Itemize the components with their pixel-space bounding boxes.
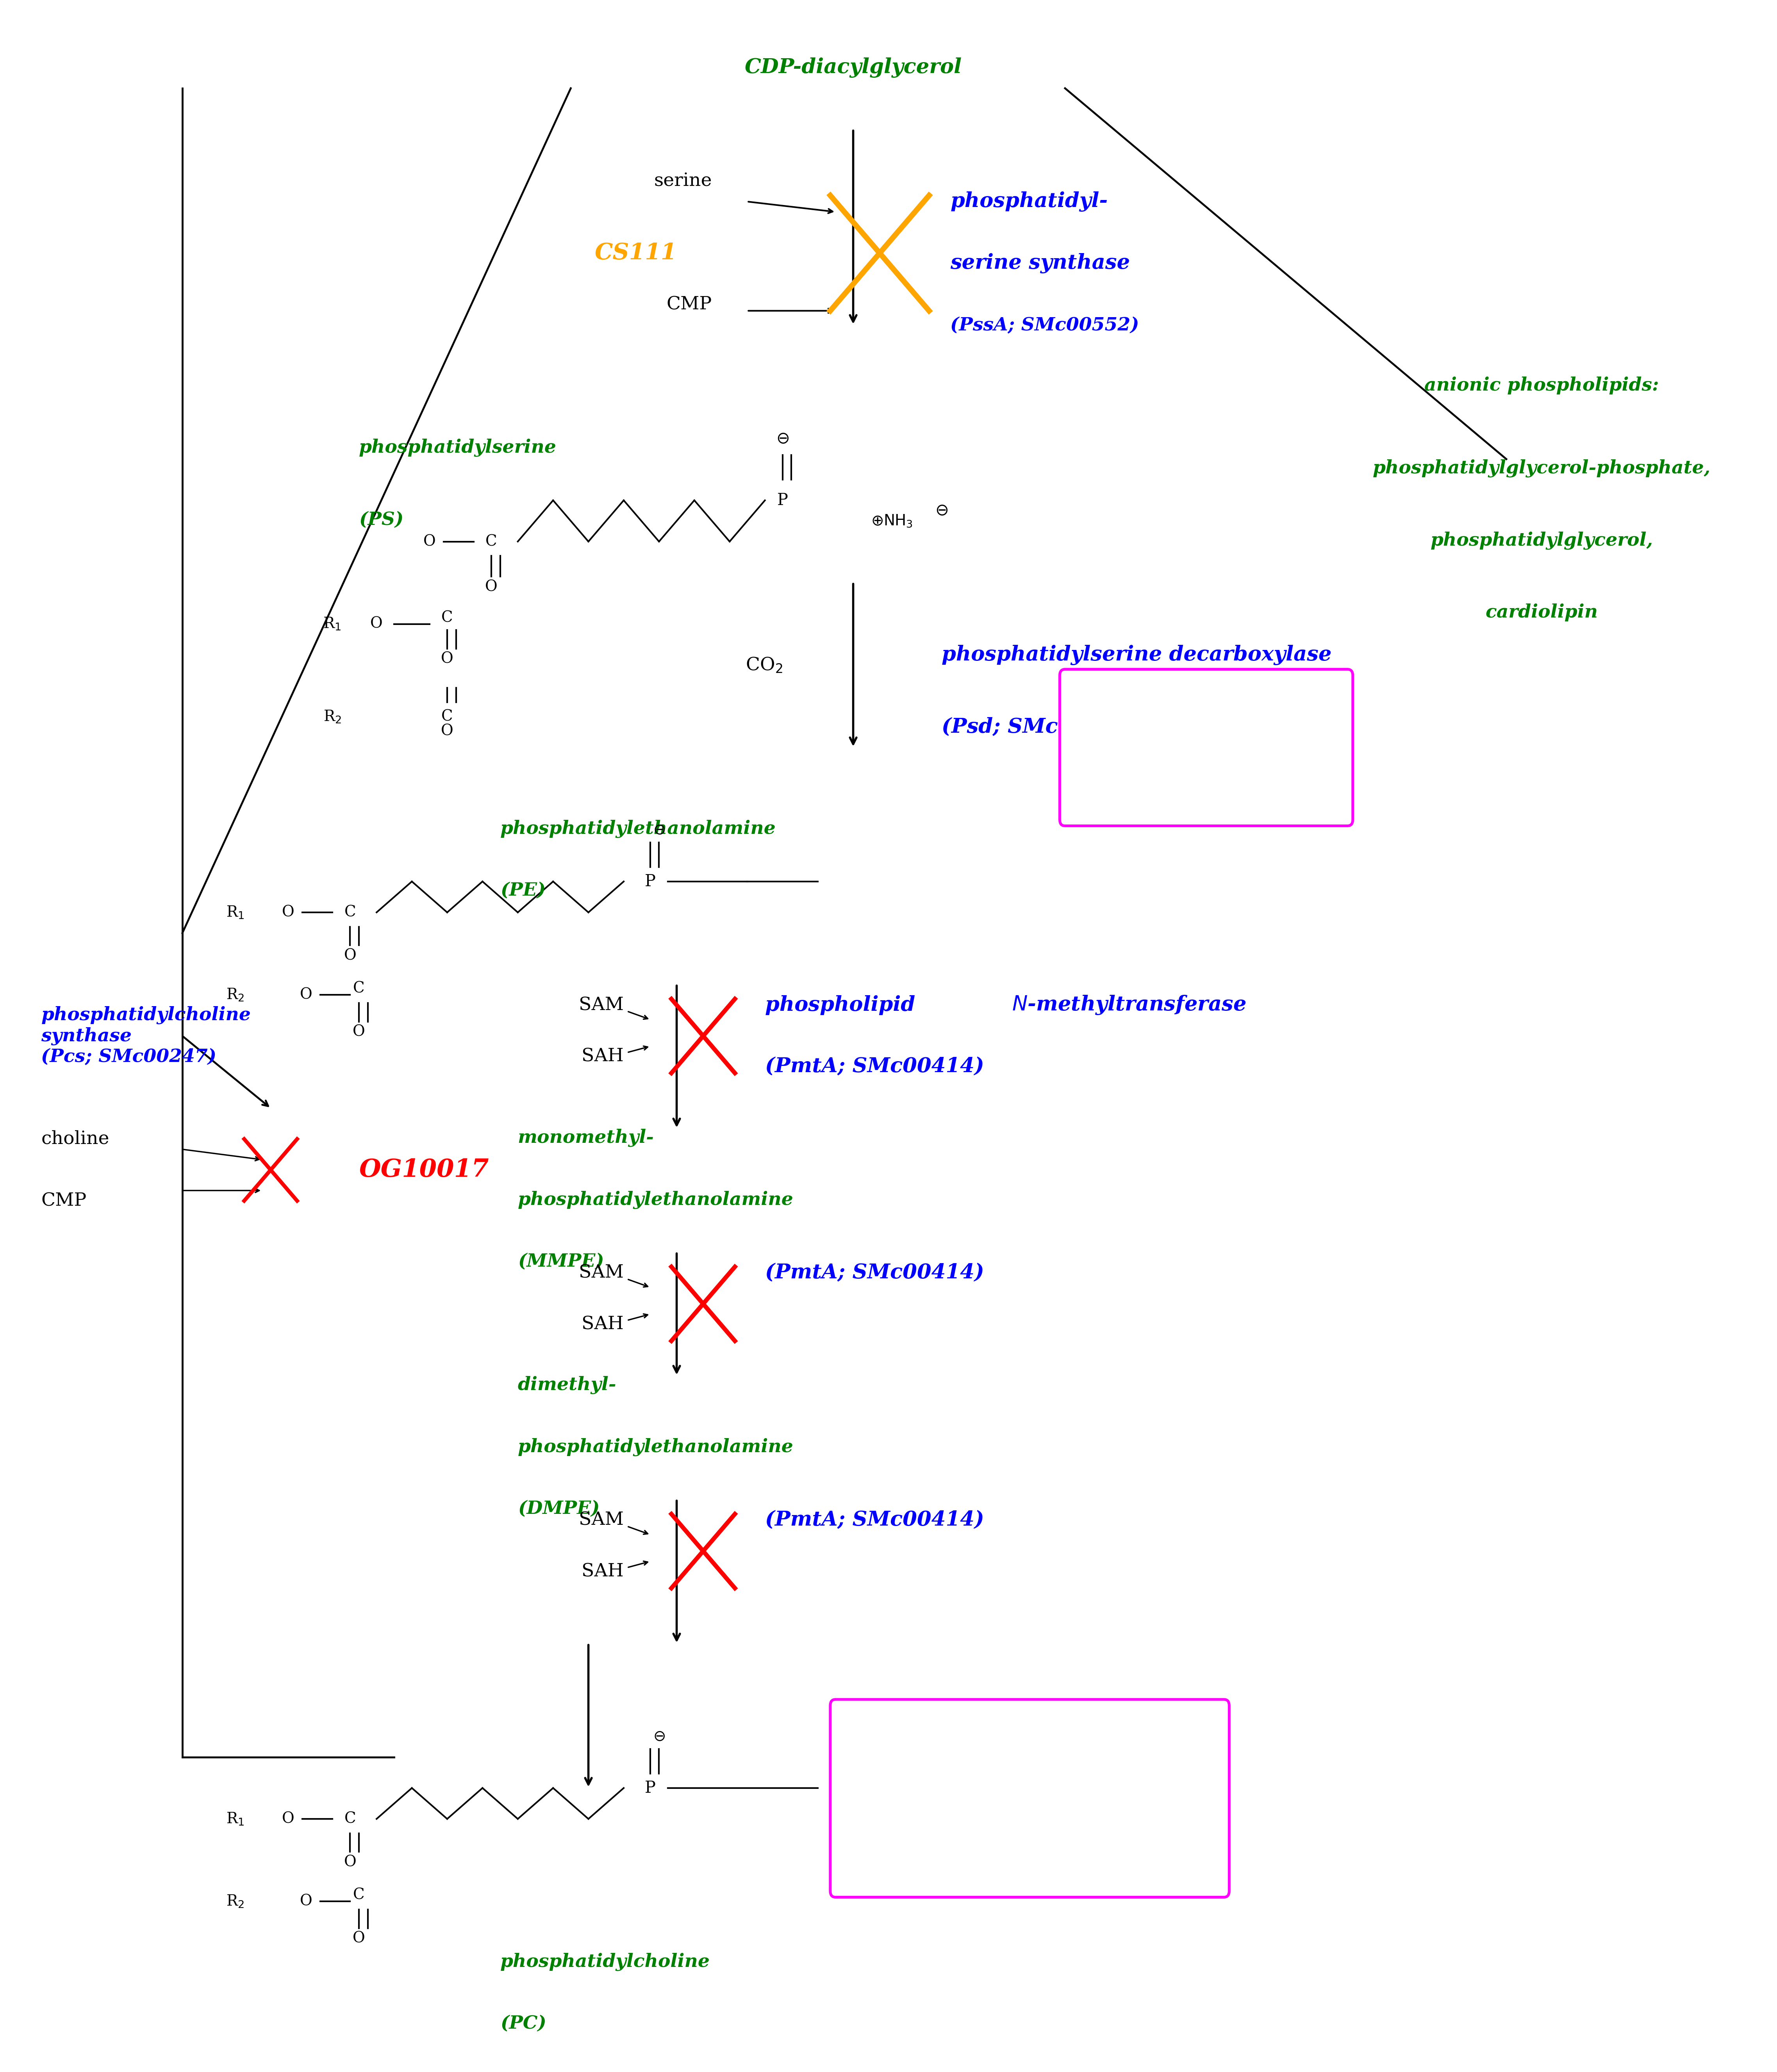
Text: (PC): (PC) [499,2014,546,2033]
Text: $\ominus$: $\ominus$ [777,431,789,448]
Text: (PmtA; SMc00414): (PmtA; SMc00414) [764,1057,984,1077]
Text: CO$_2$: CO$_2$ [746,657,782,673]
Text: SAH: SAH [581,1048,624,1065]
Text: phosphatidylglycerol-phosphate,: phosphatidylglycerol-phosphate, [1372,460,1711,477]
Text: C: C [345,905,355,920]
Text: (MMPE): (MMPE) [517,1251,604,1270]
Text: phosphatidylglycerol,: phosphatidylglycerol, [1430,530,1653,549]
Text: phosphatidylethanolamine: phosphatidylethanolamine [499,821,777,837]
Text: C: C [441,709,453,723]
Text: O: O [423,535,435,549]
Text: C: C [354,1888,364,1902]
Text: OG10017: OG10017 [359,1158,489,1181]
Text: O: O [345,1854,355,1869]
Text: O: O [300,1894,313,1908]
Text: R$_1$: R$_1$ [323,615,341,632]
Text: N: N [1199,750,1214,767]
Text: phosphatidylcholine: phosphatidylcholine [499,1952,709,1970]
Text: N: N [1004,1780,1020,1796]
Text: cardiolipin: cardiolipin [1486,603,1598,622]
Text: O: O [300,988,313,1003]
Text: R$_2$: R$_2$ [226,1894,243,1908]
Text: H: H [1199,709,1214,723]
Text: phosphatidylserine decarboxylase: phosphatidylserine decarboxylase [942,644,1331,665]
Text: R$_1$: R$_1$ [226,905,243,920]
Text: SAM: SAM [579,1264,624,1283]
Text: CH$_3$: CH$_3$ [997,1842,1027,1857]
Text: C: C [485,535,498,549]
Text: P: P [645,872,656,889]
Text: C: C [345,1811,355,1825]
Text: $\ominus$: $\ominus$ [935,501,947,518]
Text: (DMPE): (DMPE) [517,1500,599,1517]
Text: R$_2$: R$_2$ [323,709,341,725]
Text: monomethyl-: monomethyl- [517,1129,654,1148]
Text: O: O [441,723,453,738]
Text: CMP: CMP [666,296,713,313]
Text: SAM: SAM [579,1510,624,1529]
Text: serine: serine [654,172,713,191]
Text: C: C [441,611,453,626]
Text: CDP-diacylglycerol: CDP-diacylglycerol [745,58,961,77]
Text: O: O [352,1026,364,1038]
Text: SAM: SAM [579,997,624,1013]
Text: phosphatidylserine: phosphatidylserine [359,439,556,456]
Text: $\ominus$: $\ominus$ [652,823,665,837]
Text: SAH: SAH [581,1316,624,1332]
Text: R$_2$: R$_2$ [226,986,243,1003]
Text: CH$_3$: CH$_3$ [890,1728,922,1745]
Text: (PS): (PS) [359,510,403,528]
Text: (PmtA; SMc00414): (PmtA; SMc00414) [764,1510,984,1529]
Text: $\ominus$: $\ominus$ [652,1728,665,1745]
Text: serine synthase: serine synthase [951,253,1130,274]
FancyBboxPatch shape [830,1699,1230,1898]
Text: dimethyl-: dimethyl- [517,1376,617,1394]
Text: $\oplus$NH$_3$: $\oplus$NH$_3$ [871,514,913,528]
Text: anionic phospholipids:: anionic phospholipids: [1425,377,1660,394]
Text: P: P [645,1780,656,1796]
Text: phospholipid: phospholipid [764,995,922,1015]
Text: O: O [370,617,382,632]
Text: phosphatidylethanolamine: phosphatidylethanolamine [517,1438,794,1457]
Text: O: O [345,949,355,963]
Text: CMP: CMP [41,1191,87,1210]
FancyBboxPatch shape [1059,669,1352,827]
Text: P: P [777,493,787,508]
Text: phosphatidyl-: phosphatidyl- [951,191,1107,211]
Text: $\oplus$: $\oplus$ [1015,1801,1027,1815]
Text: phosphatidylethanolamine: phosphatidylethanolamine [517,1191,794,1208]
Text: (Psd; SMc00551): (Psd; SMc00551) [942,717,1139,738]
Text: SAH: SAH [581,1562,624,1581]
Text: CS111: CS111 [595,242,677,263]
Text: O: O [485,580,498,595]
Text: choline: choline [41,1129,110,1148]
Text: O: O [352,1931,364,1946]
Text: H: H [1253,750,1265,765]
Text: (PmtA; SMc00414): (PmtA; SMc00414) [764,1264,984,1283]
Text: (PssA; SMc00552): (PssA; SMc00552) [951,317,1139,334]
Text: O: O [283,1811,295,1825]
Text: O: O [283,905,295,920]
Text: phosphatidylcholine
synthase
(Pcs; SMc00247): phosphatidylcholine synthase (Pcs; SMc00… [41,1007,251,1065]
Text: $\it{N}$-methyltransferase: $\it{N}$-methyltransferase [1013,995,1246,1015]
Text: O: O [441,653,453,667]
Text: C: C [354,982,364,997]
Text: (PE): (PE) [499,881,546,899]
Text: $\oplus$: $\oplus$ [1208,785,1221,800]
Text: R$_1$: R$_1$ [226,1811,243,1828]
Text: H: H [1146,750,1160,765]
Text: CH$_3$: CH$_3$ [1102,1728,1134,1745]
